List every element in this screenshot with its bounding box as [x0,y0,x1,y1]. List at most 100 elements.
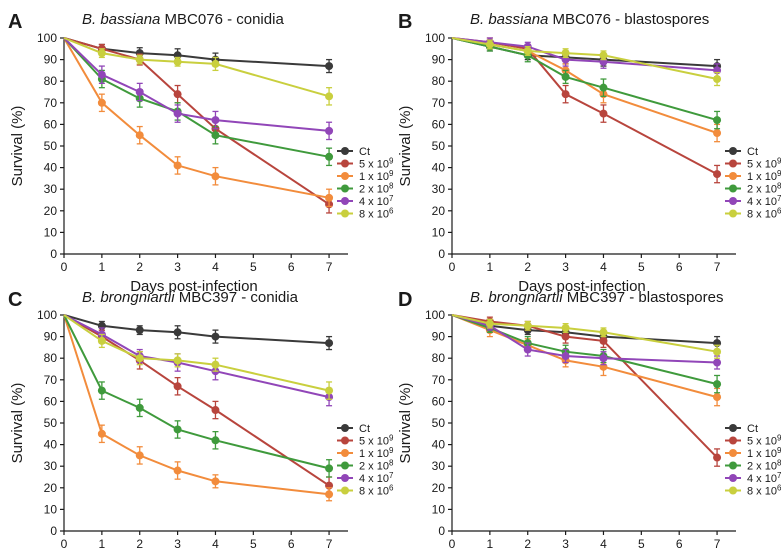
legend-item-d1e9: 1 x 109 [725,169,781,183]
series-line [63,37,330,132]
title-rest: MBC076 - blastospores [548,11,709,28]
y-tick-label: 30 [432,182,446,196]
data-point [561,323,570,332]
legend-label: 4 x 107 [747,471,781,485]
y-tick-label: 50 [432,139,446,153]
data-point [561,49,570,58]
data-point [325,386,334,395]
legend-item-ct: Ct [337,146,370,158]
y-tick-label: 50 [44,139,58,153]
legend-base: 5 x 10 [359,436,389,448]
data-point [325,490,334,499]
series-d1e9 [63,37,334,208]
legend-marker [729,147,737,155]
legend-base: 5 x 10 [359,159,389,171]
title-rest: MBC076 - conidia [160,11,284,28]
y-tick-label: 80 [44,351,58,365]
y-tick-label: 30 [44,182,58,196]
data-point [485,319,494,328]
legend-exponent: 9 [777,434,781,443]
data-point [713,380,722,389]
legend-item-d2e8: 2 x 108 [337,459,394,473]
series-d2e8 [451,37,722,130]
series-d8e6 [451,37,722,87]
y-axis-label: Survival (%) [9,383,26,464]
series-d1e9 [63,314,334,502]
legend-base: 1 x 10 [359,448,389,460]
legend-base: 1 x 10 [359,171,389,183]
series-d8e6 [63,314,334,400]
data-point [97,336,106,345]
legend-base: 8 x 10 [359,486,389,498]
legend-base: 8 x 10 [359,209,389,221]
legend-label: 4 x 107 [747,194,781,208]
x-tick-label: 4 [212,537,219,551]
data-point [211,116,220,125]
panel-letter: A [8,11,22,33]
legend-label: 4 x 107 [359,471,394,485]
legend-item-d2e8: 2 x 108 [725,459,781,473]
y-axis-label: Survival (%) [397,106,414,187]
legend-base: Ct [747,423,758,435]
legend-marker [341,147,349,155]
x-tick-label: 2 [136,260,143,274]
legend-exponent: 9 [777,169,781,178]
x-tick-label: 5 [638,260,645,274]
data-point [713,358,722,367]
panel-letter: D [398,289,412,311]
y-tick-label: 50 [44,416,58,430]
data-point [599,109,608,118]
data-point [97,386,106,395]
y-tick-label: 80 [432,351,446,365]
x-tick-label: 7 [714,537,721,551]
y-tick-label: 90 [432,330,446,344]
data-point [135,326,144,335]
data-point [713,393,722,402]
data-point [713,75,722,84]
legend-item-d4e7: 4 x 107 [337,194,394,208]
y-tick-label: 40 [44,438,58,452]
data-point [713,129,722,138]
x-tick-label: 1 [487,537,494,551]
series-line [451,37,718,80]
x-tick-label: 5 [638,537,645,551]
x-tick-label: 4 [212,260,219,274]
y-tick-label: 90 [44,330,58,344]
title-rest: MBC397 - blastospores [563,289,724,306]
series-line [451,314,718,364]
data-point [173,425,182,434]
title-rest: MBC397 - conidia [175,289,299,306]
legend-base: Ct [359,423,370,435]
legend-marker [341,172,349,180]
legend-exponent: 9 [389,446,394,455]
legend-label: 5 x 109 [359,434,394,448]
legend-base: 2 x 10 [747,184,777,196]
legend-marker [729,172,737,180]
legend-item-d1e9: 1 x 109 [725,446,781,460]
x-tick-label: 0 [449,260,456,274]
series-line [63,314,330,392]
data-point [523,46,532,55]
data-point [325,193,334,202]
y-tick-label: 40 [44,161,58,175]
legend-item-d5e9: 5 x 109 [337,434,394,448]
legend-base: Ct [359,146,370,158]
legend-exponent: 9 [777,157,781,166]
data-point [173,466,182,475]
legend-item-d2e8: 2 x 108 [337,182,394,196]
legend-exponent: 9 [389,157,394,166]
legend-label: Ct [359,423,370,435]
data-point [523,345,532,354]
data-point [211,477,220,486]
panel-letter: C [8,289,22,311]
series-line [451,37,718,72]
data-point [173,57,182,66]
data-point [173,90,182,99]
y-tick-label: 60 [432,117,446,131]
data-point [523,321,532,330]
data-point [173,161,182,170]
series-line [63,314,330,496]
data-point [97,49,106,58]
